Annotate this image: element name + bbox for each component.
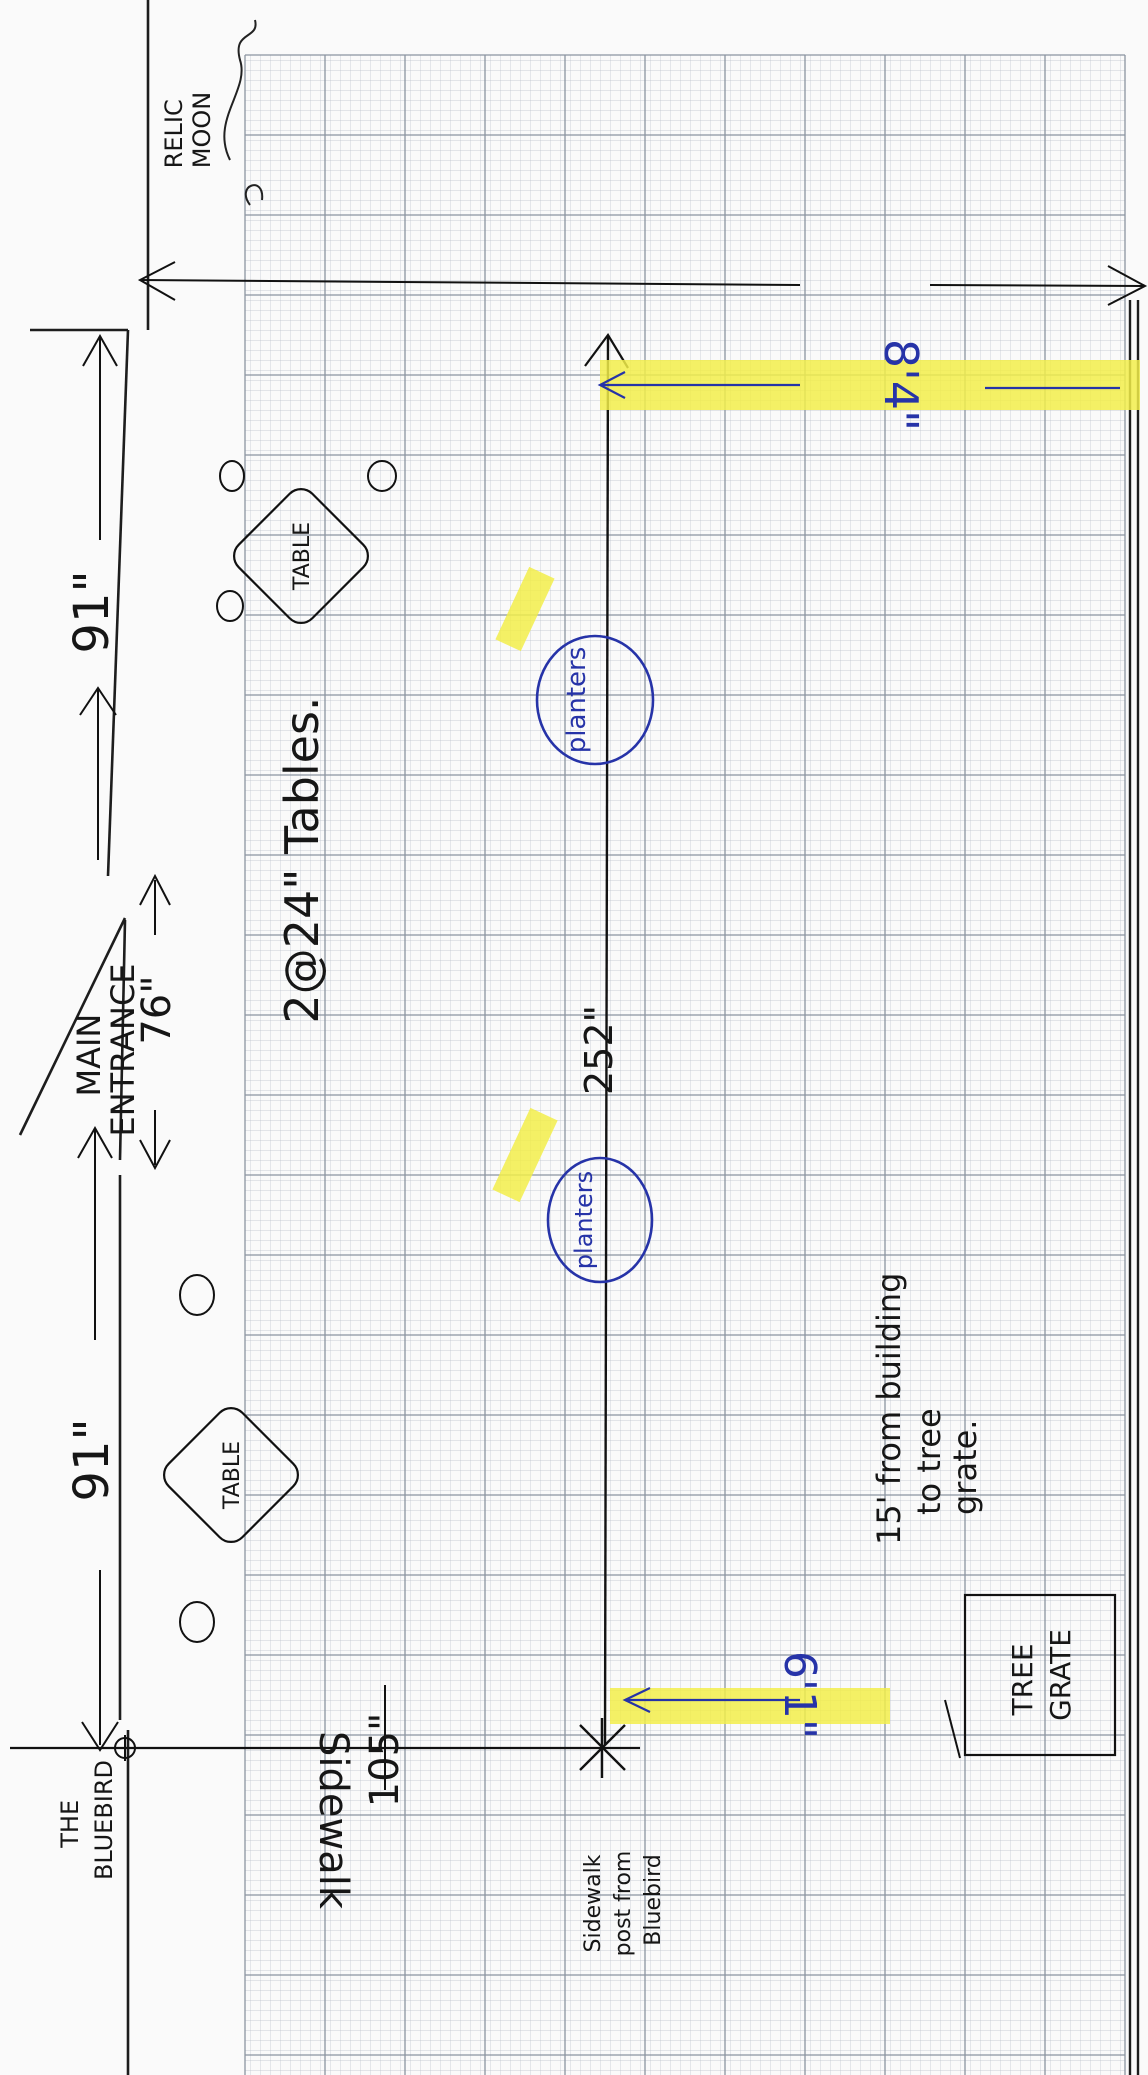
planter-left: [546, 1156, 654, 1284]
highlighter-marks: [492, 360, 1140, 1724]
sidewalk-run-label: 252": [577, 1005, 621, 1095]
main-entrance-line1: MAIN: [70, 1014, 108, 1097]
tree-grate-pointer: [944, 1699, 961, 1759]
table-left: TABLE: [162, 1406, 300, 1544]
bluebird-label-line2: BLUEBIRD: [90, 1760, 118, 1880]
relic-moon-line2: MOON: [188, 92, 216, 168]
bluebird-corner-marker: [112, 1735, 138, 1761]
svg-text:Sidewalk post from Blu: Sidewalk post from Bluebird: [581, 1844, 666, 1957]
table-right-label: TABLE: [290, 522, 315, 591]
svg-text:THE BLUEBIRD: THE BLUEBIRD: [56, 1760, 118, 1880]
sidewalk-curb-lines: [1128, 300, 1140, 2075]
signature-mark: [223, 19, 264, 206]
building-wall: [18, 0, 150, 2075]
bluebird-label-line1: THE: [56, 1800, 84, 1849]
svg-text:15' from building to tree: 15' from building to tree grate.: [870, 1262, 984, 1545]
sidewalk-run-arrowhead: [584, 333, 629, 369]
tree-grate-note-line3: grate.: [946, 1420, 984, 1515]
planter-left-label: planters: [570, 1171, 598, 1269]
tree-grate-line1: TREE: [1006, 1643, 1039, 1716]
svg-text:TREE GRATE: TREE GRATE: [1006, 1629, 1077, 1721]
right-clearance-label: 8'4": [874, 339, 928, 431]
sidewalk-label: Sidewalk: [310, 1731, 356, 1910]
sidewalk-post-line3: Bluebird: [641, 1854, 666, 1945]
entrance-width-label: 76": [134, 975, 180, 1044]
main-entrance-line2: ENTRANCE: [104, 963, 142, 1136]
right-frontage-label: 91": [64, 570, 120, 653]
tree-grate-line2: GRATE: [1044, 1629, 1077, 1721]
sidewalk-post-line2: post from: [611, 1851, 636, 1957]
chairs: [179, 460, 397, 1643]
relic-moon-dimension: [137, 261, 1148, 306]
planter-right-label: planters: [562, 647, 592, 754]
table-left-label: TABLE: [220, 1441, 245, 1510]
svg-text:MAIN ENTRANCE: MAIN ENTRANCE: [70, 963, 142, 1136]
frontage-dimension-arrows: [77, 333, 386, 1790]
left-clearance-label: 6'1": [774, 1651, 825, 1739]
clearance-arrows: [597, 371, 1120, 1713]
relic-moon-line1: RELIC: [160, 99, 188, 168]
left-frontage-label: 91": [64, 1418, 120, 1501]
sidewalk-post-marker: [579, 1718, 626, 1778]
tree-grate-note-line2: to tree: [910, 1408, 948, 1515]
table-right: TABLE: [232, 487, 370, 625]
svg-text:RELIC MOON: RELIC MOON: [160, 92, 216, 169]
tree-grate-note-line1: 15' from building: [870, 1273, 908, 1546]
sidewalk-post-line1: Sidewalk: [581, 1854, 606, 1952]
planter-right: [535, 634, 655, 766]
sidewalk-run-line: [603, 334, 610, 1746]
post-offset-label: 105": [362, 1713, 408, 1808]
tree-grate: [963, 1593, 1117, 1757]
tables-note: 2@24" Tables.: [275, 696, 329, 1023]
